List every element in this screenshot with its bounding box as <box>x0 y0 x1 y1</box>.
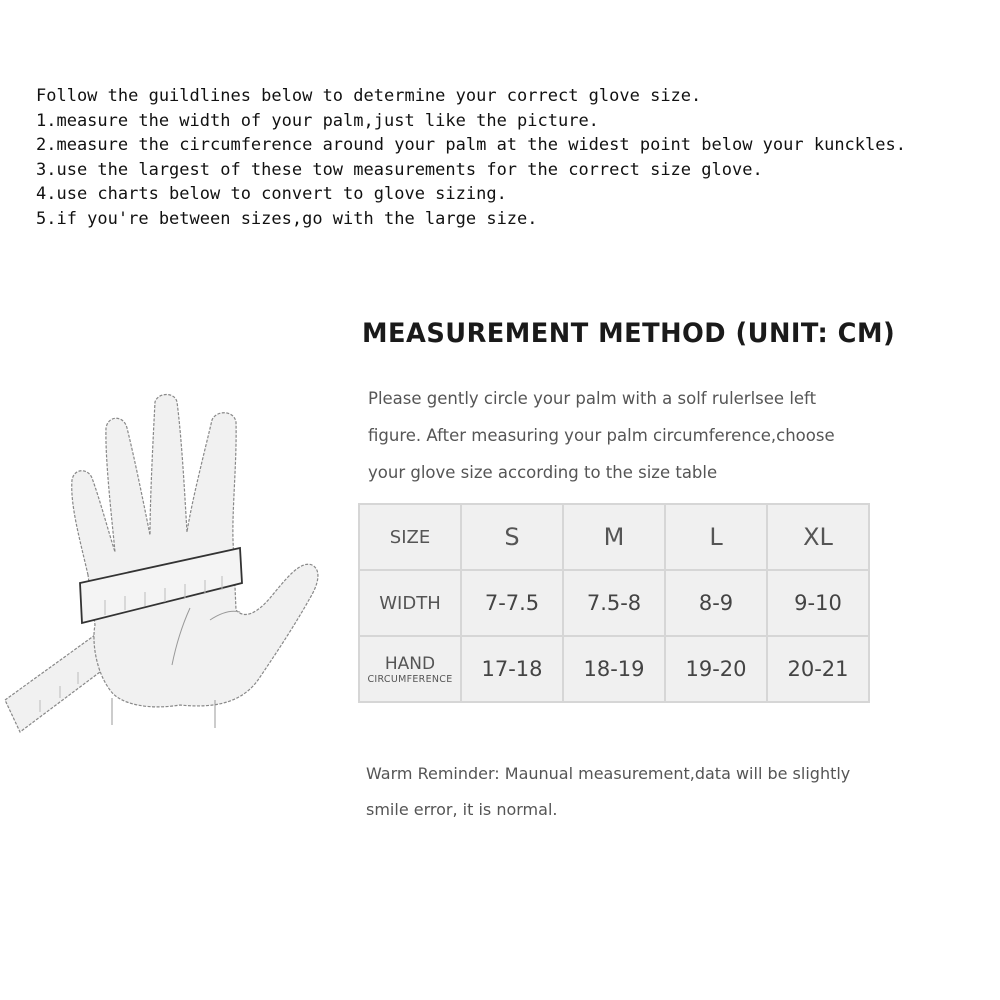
table-cell: 9-10 <box>766 569 870 637</box>
page-title: MEASUREMENT METHOD (UNIT: CM) <box>362 318 896 349</box>
description-line: Please gently circle your palm with a so… <box>368 389 817 408</box>
width-label: WIDTH <box>358 569 462 637</box>
size-table: SIZE S M L XL WIDTH 7-7.5 7.5-8 8-9 9-10… <box>358 503 870 703</box>
hand-label: HAND <box>384 653 436 674</box>
size-m: M <box>562 503 666 571</box>
table-cell: 18-19 <box>562 635 666 703</box>
size-header: SIZE <box>358 503 462 571</box>
size-s: S <box>460 503 564 571</box>
table-cell: 7-7.5 <box>460 569 564 637</box>
description-line: figure. After measuring your palm circum… <box>368 426 835 445</box>
guideline-intro: Follow the guildlines below to determine… <box>36 86 702 106</box>
table-cell: 17-18 <box>460 635 564 703</box>
table-cell: 7.5-8 <box>562 569 666 637</box>
table-row: WIDTH 7-7.5 7.5-8 8-9 9-10 <box>358 569 870 637</box>
guidelines: Follow the guildlines below to determine… <box>36 84 906 231</box>
warm-reminder: Warm Reminder: Maunual measurement,data … <box>366 756 850 828</box>
table-cell: 20-21 <box>766 635 870 703</box>
guideline-step: 4.use charts below to convert to glove s… <box>36 184 507 204</box>
size-l: L <box>664 503 768 571</box>
description-line: your glove size according to the size ta… <box>368 463 718 482</box>
size-xl: XL <box>766 503 870 571</box>
table-cell: 8-9 <box>664 569 768 637</box>
guideline-step: 5.if you're between sizes,go with the la… <box>36 208 538 229</box>
circumference-sublabel: CIRCUMFERENCE <box>367 673 453 685</box>
guideline-step: 2.measure the circumference around your … <box>36 135 906 155</box>
hand-measuring-tape-icon <box>4 393 319 733</box>
circumference-label: HAND CIRCUMFERENCE <box>358 635 462 703</box>
reminder-line: Warm Reminder: Maunual measurement,data … <box>366 764 851 783</box>
guideline-step: 3.use the largest of these tow measureme… <box>36 159 763 180</box>
table-cell: 19-20 <box>664 635 768 703</box>
guideline-step: 1.measure the width of your palm,just li… <box>36 110 599 131</box>
measurement-description: Please gently circle your palm with a so… <box>368 380 835 491</box>
table-header-row: SIZE S M L XL <box>358 503 870 571</box>
table-row: HAND CIRCUMFERENCE 17-18 18-19 19-20 20-… <box>358 635 870 703</box>
reminder-line: smile error, it is normal. <box>366 800 558 819</box>
